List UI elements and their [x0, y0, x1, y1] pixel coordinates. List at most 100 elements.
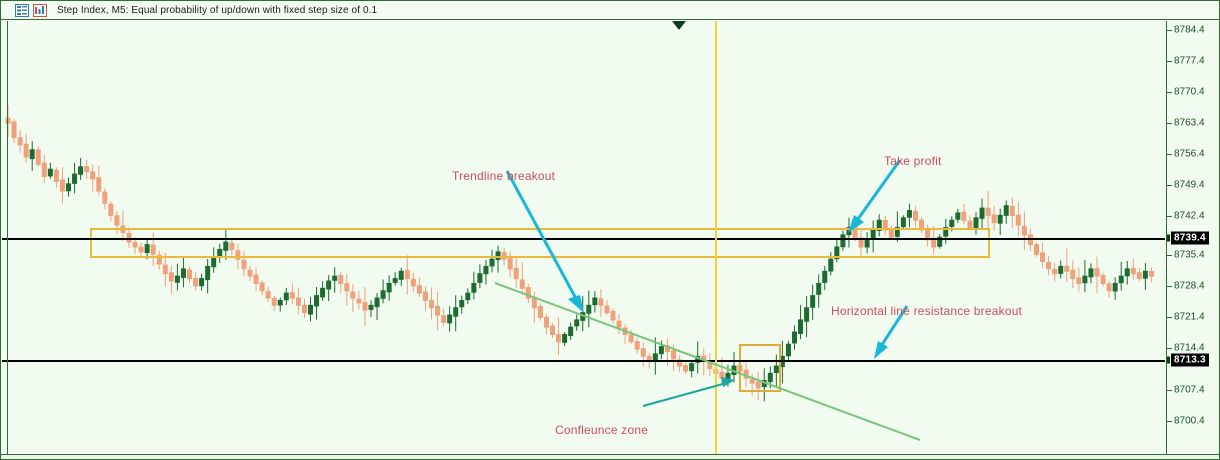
price-tick-label: 8784.4	[1174, 24, 1205, 36]
candle-body	[961, 211, 967, 221]
candle-body	[937, 236, 943, 247]
candle-body	[979, 207, 985, 219]
candle-body	[683, 365, 689, 372]
candle-body	[810, 295, 816, 308]
candle-body	[677, 359, 683, 367]
candle-body	[501, 252, 507, 260]
candle-body	[96, 177, 102, 192]
candle-body	[1034, 244, 1039, 255]
candle-body	[658, 346, 664, 355]
candle-body	[235, 250, 241, 260]
drawing-objects-layer	[494, 21, 921, 441]
candle-body	[477, 273, 483, 283]
candle-body	[301, 304, 307, 314]
price-tick	[1167, 185, 1172, 186]
price-scale[interactable]: 8784.4 8777.4 8770.4 8763.4 8756.4 8749.4 8742…	[1166, 21, 1218, 458]
candle-body	[223, 241, 229, 251]
data-window-icon[interactable]	[15, 3, 29, 17]
candle-body	[259, 282, 265, 292]
level-price-tag-marker	[1167, 356, 1170, 364]
candle-body	[1015, 214, 1021, 226]
candle-body	[344, 283, 350, 292]
current-price-tag[interactable]: 8739.4	[1171, 231, 1209, 245]
descending-trendline[interactable]	[494, 282, 921, 441]
price-tick-label: 8756.4	[1174, 148, 1205, 160]
candle-body	[834, 246, 840, 260]
candle-body	[495, 251, 501, 260]
candle-body	[308, 304, 313, 315]
candle-body	[634, 341, 640, 350]
price-tick	[1167, 421, 1172, 422]
candle-body	[1046, 261, 1052, 270]
candle-body	[1052, 268, 1058, 275]
price-tick	[1167, 216, 1172, 217]
candle-body	[84, 166, 90, 173]
candle-body	[913, 210, 918, 221]
candle-body	[1064, 265, 1070, 272]
candle-body	[277, 299, 283, 306]
candle-body	[332, 275, 338, 281]
candle-body	[943, 227, 949, 237]
candle-body	[483, 265, 489, 275]
candle-body	[435, 305, 441, 316]
price-tick-label: 8742.4	[1174, 210, 1205, 222]
price-tick-label: 8770.4	[1174, 86, 1205, 98]
chart-bottom-scrollbar[interactable]	[1, 454, 1219, 459]
candle-body	[459, 299, 465, 308]
candle-body	[1118, 275, 1124, 284]
candle-body	[616, 320, 622, 328]
level-price-tag[interactable]: 8713.3	[1171, 353, 1209, 367]
candle-body	[320, 287, 326, 298]
candle-body	[368, 304, 374, 310]
price-tick	[1167, 390, 1172, 391]
candle-body	[271, 298, 277, 306]
candle-body	[1148, 271, 1154, 277]
chart-plot-area[interactable]: Trendline breakout Take profit Horizonta…	[2, 21, 1165, 456]
price-tick-label: 8707.4	[1174, 384, 1205, 396]
candle-body	[507, 258, 513, 270]
candle-body	[156, 254, 162, 265]
price-tick-label: 8721.4	[1174, 311, 1205, 323]
candle-body	[283, 292, 289, 301]
support-level-line[interactable]	[2, 360, 1165, 362]
candle-body	[398, 270, 404, 280]
candle-body	[604, 305, 610, 314]
price-tick	[1167, 61, 1172, 62]
candle-body	[798, 319, 804, 334]
candle-body	[447, 314, 453, 324]
candle-body	[1094, 268, 1100, 277]
vertical-time-marker[interactable]	[715, 21, 717, 456]
candle-body	[441, 315, 447, 323]
candle-body	[410, 278, 416, 287]
candle-body	[1082, 275, 1088, 284]
candle-body	[640, 348, 646, 357]
current-price-tag-marker	[1167, 234, 1170, 242]
candle-body	[326, 280, 332, 290]
resistance-level-line[interactable]	[2, 238, 1165, 240]
candle-body	[17, 137, 23, 146]
confluence-zone-rectangle[interactable]	[739, 344, 781, 392]
candle-body	[1136, 272, 1142, 280]
candle-body	[229, 242, 235, 250]
candle-body	[356, 298, 362, 304]
price-tick-label: 8777.4	[1174, 55, 1205, 67]
price-tick	[1167, 30, 1172, 31]
price-tick	[1167, 317, 1172, 318]
candle-body	[1076, 277, 1082, 284]
candle-body	[187, 269, 192, 280]
candle-body	[1130, 268, 1136, 275]
candle-body	[1070, 269, 1076, 280]
candle-body	[785, 343, 791, 357]
candle-body	[1112, 282, 1118, 292]
candle-body	[1009, 205, 1015, 216]
candle-body	[374, 297, 380, 308]
candle-body	[168, 272, 174, 282]
candle-body	[997, 214, 1003, 224]
candle-body	[265, 291, 271, 299]
candle-body	[144, 244, 150, 254]
chart-window-icon[interactable]	[33, 3, 47, 17]
candle-body	[241, 259, 247, 270]
candle-body	[453, 307, 459, 317]
candle-body	[592, 297, 598, 306]
candle-body	[11, 121, 17, 139]
